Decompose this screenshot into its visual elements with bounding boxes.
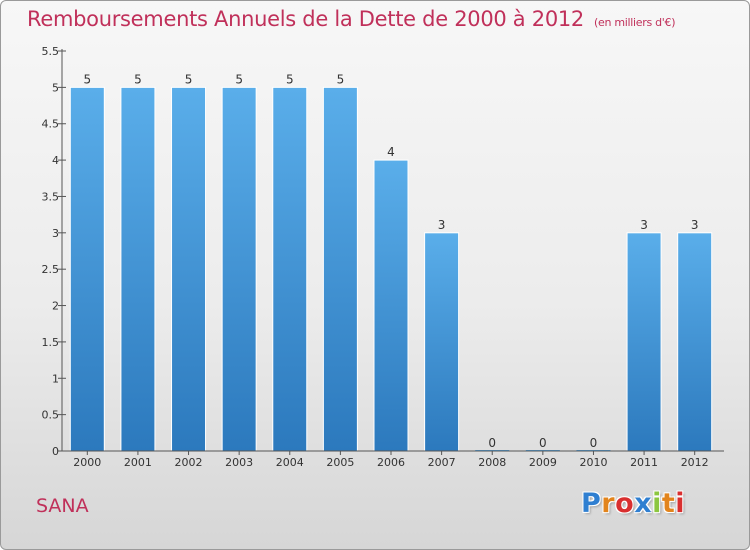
data-label: 4 <box>387 145 395 159</box>
y-tick-label: 5 <box>52 81 59 94</box>
data-label: 0 <box>488 436 496 450</box>
x-tick-label: 2001 <box>124 456 152 469</box>
data-label: 0 <box>590 436 598 450</box>
x-tick-label: 2008 <box>478 456 506 469</box>
data-label: 3 <box>438 218 446 232</box>
commune-name: SANA <box>36 495 89 517</box>
brand-letter: P <box>581 488 602 519</box>
brand-letter: x <box>634 488 653 519</box>
data-label: 5 <box>235 72 243 86</box>
data-label: 3 <box>691 218 699 232</box>
x-tick-label: 2011 <box>630 456 658 469</box>
brand-letter: i <box>675 488 686 519</box>
data-label: 3 <box>640 218 648 232</box>
chart-title: Remboursements Annuels de la Dette de 20… <box>27 7 675 31</box>
bar <box>322 86 358 452</box>
y-tick-label: 3 <box>52 227 59 240</box>
data-label: 5 <box>337 72 345 86</box>
bars-group: 5 5 5 5 5 5 4 3 0 0 0 3 3 <box>69 72 713 452</box>
bar <box>221 86 257 452</box>
y-tick-label: 1 <box>52 372 59 385</box>
brand-letter: o <box>615 488 635 519</box>
x-tick-label: 2005 <box>326 456 354 469</box>
chart-unit-note: (en milliers d'€) <box>594 16 676 29</box>
x-tick-label: 2000 <box>73 456 101 469</box>
y-tick-label: 3.5 <box>42 190 60 203</box>
data-label: 5 <box>134 72 142 86</box>
y-tick-label: 4.5 <box>42 118 60 131</box>
bar <box>626 232 662 452</box>
x-tick-label: 2003 <box>225 456 253 469</box>
y-tick-label: 0.5 <box>42 409 60 422</box>
data-label: 5 <box>83 72 91 86</box>
y-tick-label: 0 <box>52 445 59 458</box>
y-tick-label: 4 <box>52 154 59 167</box>
x-tick-label: 2012 <box>681 456 709 469</box>
data-label: 5 <box>185 72 193 86</box>
data-label: 0 <box>539 436 547 450</box>
x-tick-label: 2002 <box>175 456 203 469</box>
y-tick-label: 2.5 <box>42 263 60 276</box>
brand-letter: i <box>652 488 662 519</box>
axes-group: 2000 2001 2002 2003 2004 2005 2006 2007 2008 2009… <box>42 45 724 469</box>
y-tick-label: 5.5 <box>42 45 60 58</box>
brand-letter: r <box>601 488 616 519</box>
bar <box>120 86 156 452</box>
x-tick-label: 2009 <box>529 456 557 469</box>
brand-logo: Proxiti <box>581 488 685 519</box>
x-tick-label: 2007 <box>428 456 456 469</box>
y-tick-label: 2 <box>52 300 59 313</box>
bar <box>272 86 308 452</box>
y-tick-label: 1.5 <box>42 336 60 349</box>
x-tick-label: 2010 <box>579 456 607 469</box>
bar <box>171 86 207 452</box>
x-tick-label: 2004 <box>276 456 304 469</box>
x-tick-label: 2006 <box>377 456 405 469</box>
bar <box>424 232 460 452</box>
data-label: 5 <box>286 72 294 86</box>
brand-letter: t <box>661 488 676 519</box>
bar <box>373 159 409 452</box>
bar <box>69 86 105 452</box>
bar <box>677 232 713 452</box>
chart-title-text: Remboursements Annuels de la Dette de 20… <box>27 7 584 31</box>
